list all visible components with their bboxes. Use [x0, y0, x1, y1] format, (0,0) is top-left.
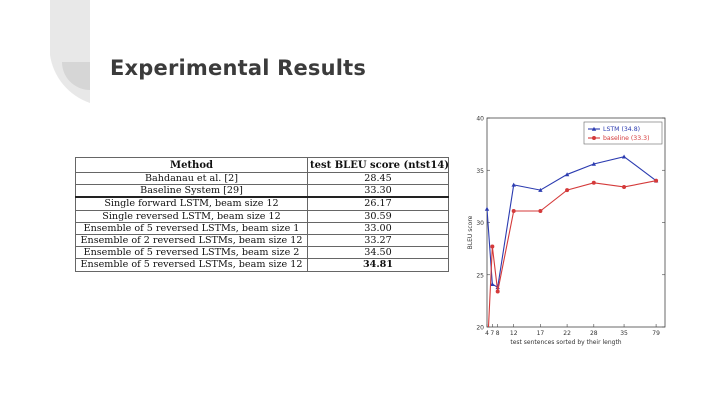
score-cell: 33.30	[307, 184, 449, 198]
y-axis-label: BLEU score	[467, 215, 474, 249]
legend-marker	[592, 136, 596, 140]
x-tick-label: 79	[652, 330, 660, 337]
y-tick-label: 25	[476, 272, 484, 279]
method-cell: Single forward LSTM, beam size 12	[75, 196, 308, 211]
score-cell: 26.17	[307, 196, 449, 211]
score-cell: 30.59	[307, 209, 449, 223]
y-tick-label: 40	[476, 116, 484, 123]
data-point-lstm	[484, 206, 490, 211]
chart-svg: 20 25 30 35 40 4 7 8 12 17 22 28 35 79 test sentences …	[467, 116, 666, 346]
method-cell: Ensemble of 5 reversed LSTMs, beam size …	[75, 221, 308, 235]
x-tick-label: 7	[490, 330, 494, 337]
x-tick-label: 4	[485, 330, 489, 337]
x-tick-label: 28	[590, 330, 598, 337]
score-cell: 34.81	[307, 258, 449, 272]
y-tick-label: 35	[476, 168, 484, 175]
data-point-baseline	[622, 184, 627, 189]
legend-marker	[591, 126, 597, 131]
method-cell: Single reversed LSTM, beam size 12	[75, 209, 308, 223]
data-point-baseline	[591, 180, 596, 185]
x-tick-label: 22	[563, 330, 571, 337]
data-point-baseline	[511, 209, 516, 214]
table-row: Ensemble of 5 reversed LSTMs, beam size …	[75, 258, 449, 272]
data-point-lstm	[511, 182, 516, 187]
score-cell: 33.27	[307, 233, 449, 248]
corner-decoration	[50, 0, 90, 103]
method-cell: Ensemble of 2 reversed LSTMs, beam size …	[75, 233, 308, 248]
slide-title: Experimental Results	[110, 56, 367, 80]
table-row: Ensemble of 2 reversed LSTMs, beam size …	[75, 233, 449, 248]
score-cell: 33.00	[307, 221, 449, 235]
data-point-lstm	[490, 281, 495, 286]
table-row: Baseline System [29] 33.30	[75, 184, 449, 198]
method-cell: Ensemble of 5 reversed LSTMs, beam size …	[75, 246, 308, 260]
table-row: Ensemble of 5 reversed LSTMs, beam size …	[75, 246, 449, 260]
method-cell: Baseline System [29]	[75, 184, 308, 198]
data-point-baseline	[490, 244, 495, 249]
table-row: Single reversed LSTM, beam size 12 30.59	[75, 209, 449, 223]
table-row: Ensemble of 5 reversed LSTMs, beam size …	[75, 221, 449, 235]
data-point-baseline	[654, 178, 659, 183]
legend-box	[583, 121, 663, 145]
bleu-line-chart: 20 25 30 35 40 4 7 8 12 17 22 28 35 79 test sentences …	[460, 108, 675, 348]
results-table: Method test BLEU score (ntst14) Bahdanau…	[75, 157, 449, 287]
x-axis-label: test sentences sorted by their length	[510, 339, 621, 346]
score-cell: 34.50	[307, 246, 449, 260]
x-tick-label: 17	[537, 330, 545, 337]
data-point-lstm	[564, 172, 570, 177]
x-tick-label: 35	[620, 330, 628, 337]
method-cell: Ensemble of 5 reversed LSTMs, beam size …	[75, 258, 308, 272]
x-tick-label: 8	[496, 330, 500, 337]
data-point-lstm	[591, 161, 596, 166]
method-column-header: Method	[75, 157, 308, 173]
table-header-row: Method test BLEU score (ntst14)	[75, 157, 449, 173]
y-tick-label: 30	[476, 220, 484, 227]
data-point-lstm	[621, 154, 627, 159]
method-cell: Bahdanau et al. [2]	[75, 171, 308, 186]
legend-label: baseline (33.3)	[603, 135, 650, 142]
data-point-baseline	[538, 209, 543, 214]
score-cell: 28.45	[307, 171, 449, 186]
x-tick-label: 12	[510, 330, 518, 337]
plot-frame	[486, 117, 666, 328]
data-point-baseline	[495, 289, 500, 294]
table-row: Bahdanau et al. [2] 28.45	[75, 171, 449, 186]
score-column-header: test BLEU score (ntst14)	[307, 157, 449, 173]
legend-label: LSTM (34.8)	[603, 126, 640, 133]
data-point-lstm	[538, 187, 543, 192]
data-point-baseline	[565, 188, 570, 193]
table-row: Single forward LSTM, beam size 12 26.17	[75, 196, 449, 211]
y-tick-label: 20	[476, 325, 484, 332]
